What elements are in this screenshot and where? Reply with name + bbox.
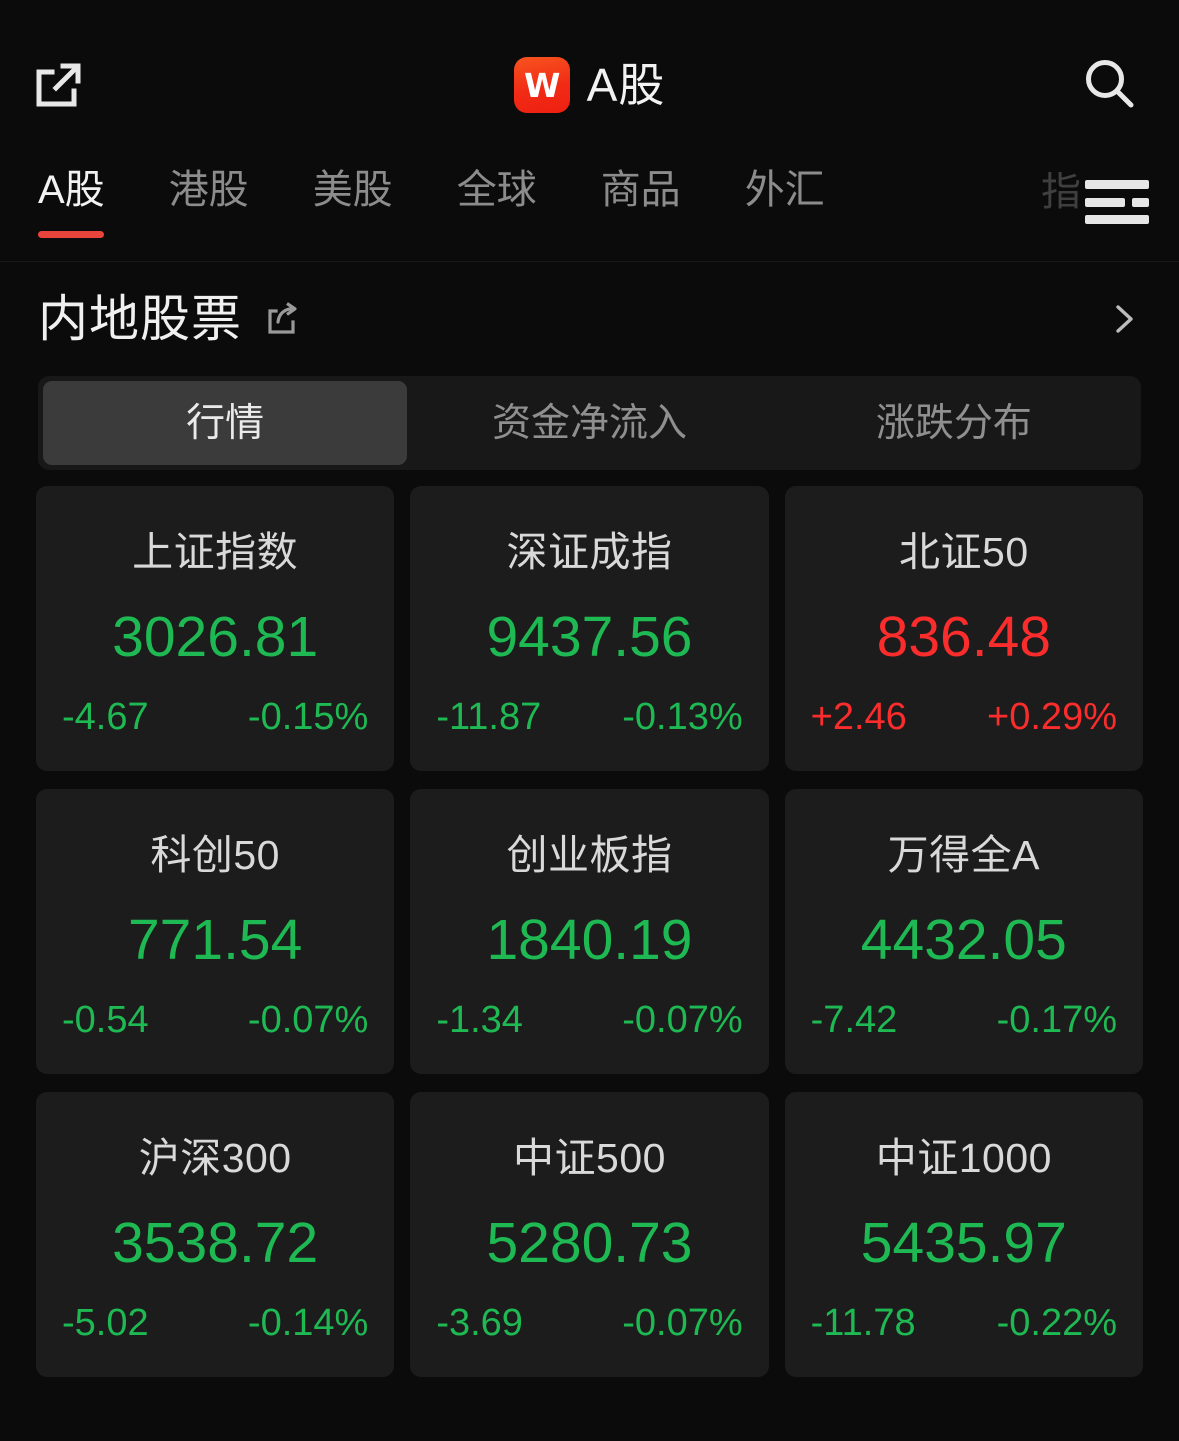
index-card-grid: 上证指数 3026.81 -4.67 -0.15% 深证成指 9437.56 -… xyxy=(36,486,1143,1377)
index-percent: -0.17% xyxy=(996,999,1117,1041)
segment-quotes[interactable]: 行情 xyxy=(43,381,408,465)
index-deltas: -11.87 -0.13% xyxy=(410,698,768,736)
index-name: 北证50 xyxy=(899,529,1029,575)
segment-label: 行情 xyxy=(186,401,265,445)
index-name: 中证1000 xyxy=(875,1135,1052,1181)
index-percent: -0.07% xyxy=(247,999,369,1041)
index-percent: +0.29% xyxy=(987,696,1117,738)
menu-bar-top xyxy=(1085,180,1149,189)
segment-gain-loss-distribution[interactable]: 涨跌分布 xyxy=(772,381,1136,465)
index-price: 5280.73 xyxy=(486,1211,693,1275)
index-name: 创业板指 xyxy=(506,832,673,878)
index-deltas: -5.02 -0.14% xyxy=(36,1304,394,1342)
section-header[interactable]: 内地股票 xyxy=(0,262,1179,376)
tab-label: 美股 xyxy=(312,168,393,212)
index-name: 万得全A xyxy=(887,832,1040,878)
index-percent: -0.07% xyxy=(622,999,743,1041)
section-more-button[interactable] xyxy=(1101,296,1147,342)
index-name: 上证指数 xyxy=(132,529,299,575)
index-price: 3538.72 xyxy=(112,1211,319,1275)
index-card-hs300[interactable]: 沪深300 3538.72 -5.02 -0.14% xyxy=(36,1092,395,1377)
index-price: 4432.05 xyxy=(860,908,1067,972)
index-deltas: +2.46 +0.29% xyxy=(785,698,1143,736)
tab-overflow-preview[interactable]: 指 xyxy=(1041,172,1081,214)
search-button[interactable] xyxy=(1075,50,1145,120)
search-icon xyxy=(1078,53,1142,117)
index-price: 9437.56 xyxy=(486,605,693,669)
index-change: -0.54 xyxy=(62,999,149,1041)
index-percent: -0.22% xyxy=(996,1302,1117,1344)
external-link-icon xyxy=(29,55,89,115)
index-percent: -0.07% xyxy=(622,1302,743,1344)
index-deltas: -1.34 -0.07% xyxy=(410,1001,768,1039)
index-name: 科创50 xyxy=(150,832,280,878)
index-change: -3.69 xyxy=(436,1302,523,1344)
tab-active-indicator xyxy=(38,231,105,238)
index-deltas: -0.54 -0.07% xyxy=(36,1001,394,1039)
index-card-bz50[interactable]: 北证50 836.48 +2.46 +0.29% xyxy=(784,486,1143,771)
index-deltas: -11.78 -0.22% xyxy=(785,1304,1143,1342)
index-deltas: -7.42 -0.17% xyxy=(785,1001,1143,1039)
header-brand: W A股 xyxy=(513,57,666,113)
tab-forex[interactable]: 外汇 xyxy=(745,170,825,244)
section-title: 内地股票 xyxy=(38,291,242,347)
tab-label: 港股 xyxy=(168,168,249,212)
external-link-button[interactable] xyxy=(26,52,92,118)
share-button[interactable] xyxy=(262,298,304,340)
tab-hk-shares[interactable]: 港股 xyxy=(169,170,249,244)
segment-label: 涨跌分布 xyxy=(875,401,1032,445)
tab-a-shares[interactable]: A股 xyxy=(38,170,105,244)
index-price: 5435.97 xyxy=(860,1211,1067,1275)
index-deltas: -3.69 -0.07% xyxy=(410,1304,768,1342)
index-card-cybz[interactable]: 创业板指 1840.19 -1.34 -0.07% xyxy=(410,789,769,1074)
index-card-zz1000[interactable]: 中证1000 5435.97 -11.78 -0.22% xyxy=(784,1092,1143,1377)
app-header: W A股 xyxy=(0,0,1179,170)
index-price: 3026.81 xyxy=(112,605,319,669)
tab-us-shares[interactable]: 美股 xyxy=(313,170,393,244)
index-change: -11.87 xyxy=(436,696,542,738)
index-percent: -0.13% xyxy=(622,696,743,738)
index-percent: -0.15% xyxy=(247,696,369,738)
tab-global[interactable]: 全球 xyxy=(457,170,537,244)
index-card-szcz[interactable]: 深证成指 9437.56 -11.87 -0.13% xyxy=(410,486,769,771)
tab-label: 全球 xyxy=(456,168,537,212)
tab-label: 外汇 xyxy=(744,168,825,212)
menu-bar-middle xyxy=(1085,197,1149,207)
index-card-kc50[interactable]: 科创50 771.54 -0.54 -0.07% xyxy=(36,789,395,1074)
index-change: +2.46 xyxy=(810,696,907,738)
hamburger-menu-icon[interactable] xyxy=(1081,176,1153,228)
index-price: 1840.19 xyxy=(486,908,693,972)
tab-commodities[interactable]: 商品 xyxy=(601,170,681,244)
index-card-zz500[interactable]: 中证500 5280.73 -3.69 -0.07% xyxy=(410,1092,769,1377)
chevron-right-icon xyxy=(1102,297,1146,341)
view-mode-segmented-control[interactable]: 行情 资金净流入 涨跌分布 xyxy=(38,376,1141,470)
page-title: A股 xyxy=(586,59,666,111)
index-change: -7.42 xyxy=(810,999,898,1041)
index-change: -5.02 xyxy=(62,1302,149,1344)
index-change: -4.67 xyxy=(62,696,149,738)
index-name: 沪深300 xyxy=(138,1135,292,1181)
index-price: 836.48 xyxy=(876,605,1051,669)
tab-label: 商品 xyxy=(600,168,681,212)
segment-net-capital-inflow[interactable]: 资金净流入 xyxy=(407,381,771,465)
index-percent: -0.14% xyxy=(247,1302,369,1344)
segment-label: 资金净流入 xyxy=(491,401,687,445)
index-card-wdqa[interactable]: 万得全A 4432.05 -7.42 -0.17% xyxy=(784,789,1143,1074)
menu-bar-middle-short xyxy=(1132,197,1149,207)
index-price: 771.54 xyxy=(127,908,303,972)
index-name: 中证500 xyxy=(513,1135,666,1181)
index-card-szzs[interactable]: 上证指数 3026.81 -4.67 -0.15% xyxy=(36,486,395,771)
index-change: -1.34 xyxy=(436,999,523,1041)
index-deltas: -4.67 -0.15% xyxy=(36,698,394,736)
share-icon xyxy=(263,299,303,339)
menu-bar-bottom xyxy=(1085,215,1149,224)
index-name: 深证成指 xyxy=(506,529,673,575)
index-change: -11.78 xyxy=(810,1302,916,1344)
tab-label: A股 xyxy=(38,168,105,212)
menu-bar-middle-long xyxy=(1085,197,1125,207)
wind-logo-icon: W xyxy=(513,57,570,113)
market-tabbar[interactable]: A股 港股 美股 全球 商品 外汇 指 xyxy=(0,170,1179,262)
